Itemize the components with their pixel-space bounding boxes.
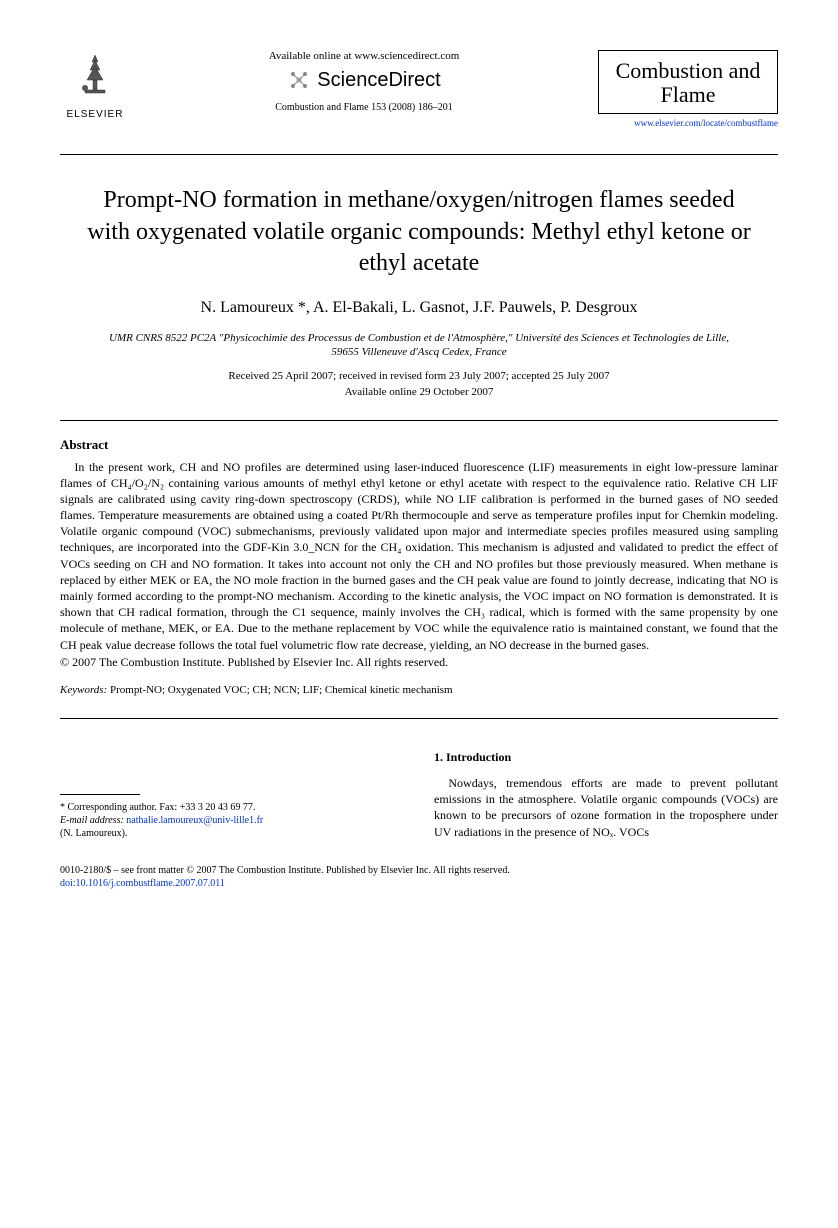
elsevier-tree-icon [70,50,120,100]
available-online-text: Available online at www.sciencedirect.co… [150,50,578,62]
available-online-date: Available online 29 October 2007 [60,386,778,398]
page-header: ELSEVIER Available online at www.science… [60,50,778,146]
elsevier-label: ELSEVIER [60,109,130,120]
keywords-text: Prompt-NO; Oxygenated VOC; CH; NCN; LIF;… [107,684,452,696]
introduction-heading: 1. Introduction [434,749,778,765]
right-column: 1. Introduction Nowdays, tremendous effo… [434,749,778,840]
keywords-line: Keywords: Prompt-NO; Oxygenated VOC; CH;… [60,684,778,696]
abstract-body: In the present work, CH and NO profiles … [60,459,778,653]
abstract-top-rule [60,420,778,421]
citation-text: Combustion and Flame 153 (2008) 186–201 [150,102,578,113]
journal-box-wrap: Combustion and Flame www.elsevier.com/lo… [598,50,778,146]
abstract-bottom-rule [60,718,778,719]
journal-name: Combustion and Flame [613,59,763,107]
elsevier-logo: ELSEVIER [60,50,130,120]
article-title: Prompt-NO formation in methane/oxygen/ni… [80,185,758,279]
footer-copyright: 0010-2180/$ – see front matter © 2007 Th… [60,864,778,877]
left-column: * Corresponding author. Fax: +33 3 20 43… [60,749,404,840]
page-footer: 0010-2180/$ – see front matter © 2007 Th… [60,864,778,890]
sciencedirect-text: ScienceDirect [317,69,440,92]
journal-box: Combustion and Flame [598,50,778,114]
corresponding-footnote: * Corresponding author. Fax: +33 3 20 43… [60,801,404,814]
affiliation: UMR CNRS 8522 PC2A "Physicochimie des Pr… [100,331,738,360]
email-link[interactable]: nathalie.lamoureux@univ-lille1.fr [126,815,263,826]
authors-line: N. Lamoureux *, A. El-Bakali, L. Gasnot,… [60,299,778,317]
sciencedirect-icon [287,68,311,92]
abstract-copyright: © 2007 The Combustion Institute. Publish… [60,655,778,670]
email-label: E-mail address: [60,815,124,826]
footnote-name: (N. Lamoureux). [60,827,404,840]
email-footnote: E-mail address: nathalie.lamoureux@univ-… [60,814,404,827]
keywords-label: Keywords: [60,684,107,696]
center-header: Available online at www.sciencedirect.co… [130,50,598,113]
received-dates: Received 25 April 2007; received in revi… [60,370,778,382]
header-rule [60,154,778,155]
two-column-body: * Corresponding author. Fax: +33 3 20 43… [60,749,778,840]
abstract-heading: Abstract [60,437,778,453]
doi-link[interactable]: doi:10.1016/j.combustflame.2007.07.011 [60,877,778,890]
footnote-rule [60,794,140,795]
introduction-body: Nowdays, tremendous efforts are made to … [434,775,778,840]
sciencedirect-brand: ScienceDirect [150,68,578,92]
journal-url-link[interactable]: www.elsevier.com/locate/combustflame [598,118,778,128]
